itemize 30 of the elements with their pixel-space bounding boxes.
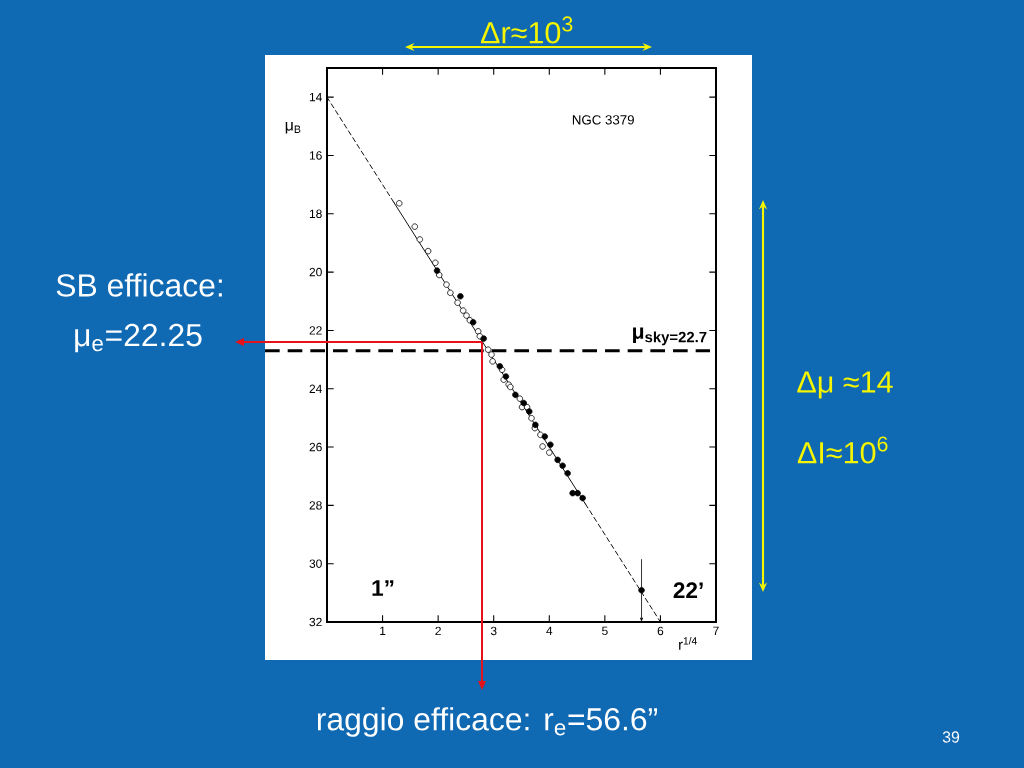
x-tick-label: 4 — [546, 626, 553, 635]
text: Δμ ≈14 — [797, 371, 893, 399]
annotation: 1” — [372, 580, 394, 596]
x-tick-label: 7 — [713, 626, 719, 635]
annotation: 22’ — [673, 582, 703, 599]
y-axis-title: μ$_{B}$ — [285, 122, 301, 134]
y-tick-label: 22 — [309, 326, 322, 335]
y-tick-label: 14 — [309, 93, 322, 102]
y-tick-label: 18 — [309, 209, 322, 219]
text: SB efficace: — [56, 273, 222, 297]
y-tick-label: 26 — [309, 442, 322, 452]
text: 39 — [942, 731, 960, 743]
x-tick-label: 2 — [435, 626, 441, 636]
text: Δr≈10$^{3}$ — [480, 16, 573, 44]
text: μ$_{e}$=22.25 — [75, 323, 202, 353]
y-tick-label: 16 — [309, 151, 322, 160]
y-tick-label: 28 — [309, 501, 322, 510]
y-tick-label: 30 — [309, 559, 322, 568]
x-tick-label: 3 — [490, 626, 497, 636]
ref-line-label: μ$_{sky=22.7}$ — [633, 327, 707, 346]
y-tick-label: 32 — [309, 617, 322, 627]
x-axis-title: r$^{1/4}$ — [679, 636, 697, 650]
x-tick-label: 6 — [657, 626, 664, 636]
text: NGC 3379 — [572, 115, 634, 125]
text: ΔI≈10$^{6}$ — [797, 436, 888, 464]
x-tick-label: 5 — [602, 626, 608, 636]
x-tick-label: 1 — [380, 626, 386, 635]
y-tick-label: 20 — [309, 267, 322, 277]
text: raggio efficace: r$_{e}$=56.6” — [317, 707, 658, 737]
y-tick-label: 24 — [309, 384, 322, 393]
